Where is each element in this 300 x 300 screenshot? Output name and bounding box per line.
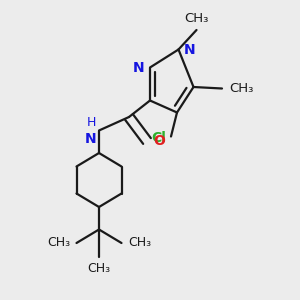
Text: N: N: [133, 61, 145, 74]
Text: CH₃: CH₃: [184, 13, 209, 26]
Text: CH₃: CH₃: [230, 82, 254, 95]
Text: CH₃: CH₃: [87, 262, 111, 275]
Text: CH₃: CH₃: [47, 236, 70, 250]
Text: N: N: [184, 43, 196, 56]
Text: CH₃: CH₃: [128, 236, 151, 250]
Text: O: O: [154, 134, 166, 148]
Text: H: H: [87, 116, 96, 129]
Text: N: N: [84, 132, 96, 146]
Text: Cl: Cl: [152, 131, 166, 145]
